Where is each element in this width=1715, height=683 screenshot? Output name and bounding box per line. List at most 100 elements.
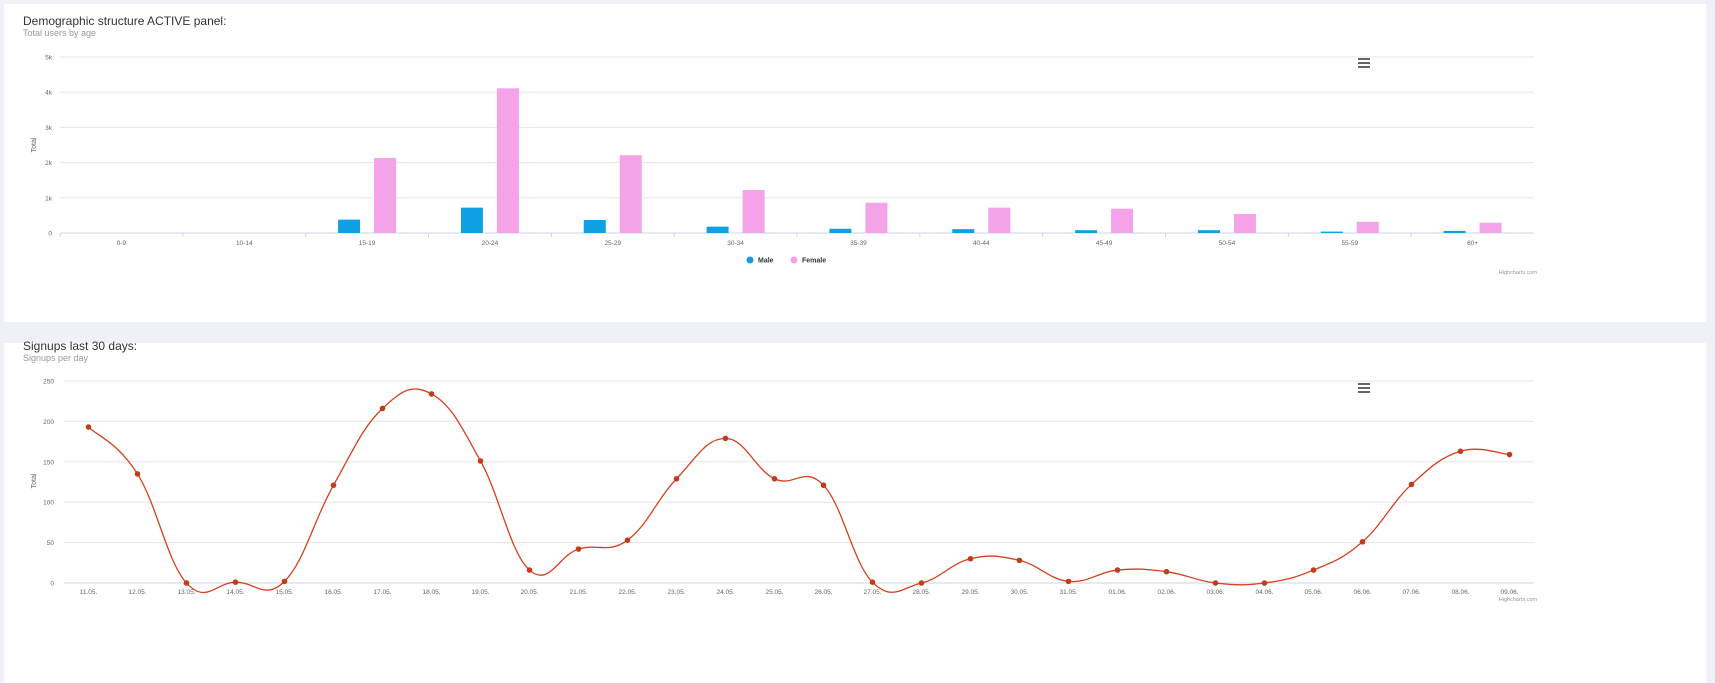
- bar-female: [865, 202, 888, 233]
- bar-male: [952, 229, 975, 233]
- x-tick-label: 26.05.: [814, 589, 832, 596]
- x-tick-label: 31.05.: [1059, 589, 1077, 596]
- data-point: [869, 579, 876, 585]
- x-tick-label: 16.05.: [324, 589, 342, 596]
- bar-male: [1197, 230, 1220, 233]
- x-tick-label: 18.05.: [422, 589, 440, 596]
- credits-label: Highcharts.com: [1499, 270, 1538, 276]
- bar-female: [619, 155, 642, 233]
- x-tick-label: 08.06.: [1451, 589, 1469, 596]
- data-point: [281, 578, 288, 585]
- bar-male: [829, 228, 852, 233]
- bar-male: [1075, 230, 1098, 233]
- data-point: [820, 482, 827, 489]
- x-tick-label: 27.05.: [863, 589, 881, 596]
- data-point: [1016, 557, 1023, 564]
- data-point: [1506, 451, 1513, 458]
- data-point: [1408, 481, 1415, 488]
- chart-subtitle: Signups per day: [23, 353, 89, 363]
- x-tick-label: 30-34: [727, 240, 744, 247]
- chart-menu-button[interactable]: [1356, 56, 1372, 70]
- data-point: [428, 391, 435, 397]
- x-tick-label: 25.05.: [765, 589, 783, 596]
- x-tick-label: 25-29: [604, 240, 621, 247]
- x-tick-label: 45-49: [1096, 240, 1113, 247]
- data-point: [575, 546, 582, 552]
- x-tick-label: 24.05.: [716, 589, 734, 596]
- age-bar-chart: 0 1k 2k 3k 4k 5k Total 0-9 10-14 15-19 20-24 25-29 3…: [31, 55, 1538, 277]
- x-tick-label: 05.06.: [1304, 589, 1322, 596]
- x-tick-label: 15-19: [359, 240, 376, 247]
- data-point: [1163, 568, 1170, 575]
- y-tick-label: 0: [48, 231, 52, 238]
- data-point: [1065, 578, 1072, 585]
- bar-male: [706, 226, 729, 233]
- hamburger-menu-icon: [1358, 58, 1370, 68]
- bar-male: [338, 219, 361, 233]
- x-tick-label: 09.06.: [1500, 589, 1518, 596]
- bar-female: [1111, 208, 1134, 233]
- bar-female: [1233, 213, 1256, 233]
- data-point: [85, 424, 92, 430]
- data-point: [722, 435, 729, 442]
- data-point: [1212, 580, 1219, 586]
- legend-marker: [790, 256, 798, 264]
- bar-male: [1320, 231, 1343, 233]
- signups-line-chart: 0 50 100 150 200 250 Total 11.05. 12.05. 13.05. 14…: [31, 379, 1538, 604]
- x-tick-label: 30.05.: [1010, 589, 1028, 596]
- x-tick-label: 10-14: [236, 240, 253, 247]
- x-tick-label: 23.05.: [667, 589, 685, 596]
- y-tick-label: 5k: [45, 55, 53, 62]
- x-tick-label: 50-54: [1219, 240, 1236, 247]
- x-tick-label: 20-24: [482, 240, 499, 247]
- x-tick-label: 13.05.: [177, 589, 195, 596]
- chart-title: Signups last 30 days:: [23, 339, 138, 353]
- y-tick-label: 200: [43, 419, 54, 426]
- y-tick-label: 4k: [45, 90, 53, 97]
- data-point: [1261, 580, 1268, 586]
- x-tick-label: 12.05.: [128, 589, 146, 596]
- x-tick-label: 02.06.: [1157, 589, 1175, 596]
- data-point: [477, 458, 484, 464]
- data-point: [967, 555, 974, 562]
- data-point: [379, 405, 386, 412]
- x-tick-label: 20.05.: [520, 589, 538, 596]
- data-point: [1359, 538, 1366, 545]
- y-axis-title: Total: [31, 137, 38, 152]
- y-tick-label: 250: [43, 379, 54, 386]
- x-tick-label: 19.05.: [471, 589, 489, 596]
- y-axis-title: Total: [31, 473, 38, 488]
- x-tick-label: 06.06.: [1353, 589, 1371, 596]
- x-tick-label: 04.06.: [1255, 589, 1273, 596]
- chart-title: Demographic structure ACTIVE panel:: [23, 14, 227, 28]
- legend-label: Female: [802, 258, 826, 265]
- data-point: [232, 579, 239, 585]
- data-point: [526, 567, 533, 573]
- x-tick-label: 15.05.: [275, 589, 293, 596]
- credits-label: Highcharts.com: [1499, 597, 1538, 603]
- data-point: [330, 482, 337, 489]
- bar-female: [496, 88, 519, 233]
- y-tick-label: 100: [43, 500, 54, 507]
- data-point: [771, 475, 778, 482]
- bar-female: [374, 158, 397, 233]
- data-point: [134, 471, 141, 477]
- series-line: [88, 388, 1510, 594]
- x-tick-label: 0-9: [117, 240, 127, 247]
- y-tick-label: 1k: [45, 195, 53, 202]
- x-tick-label: 21.05.: [569, 589, 587, 596]
- chart-menu-button[interactable]: [1356, 381, 1372, 395]
- y-tick-label: 0: [50, 581, 54, 588]
- data-point: [918, 580, 925, 586]
- data-point: [624, 537, 631, 543]
- x-tick-label: 11.05.: [80, 589, 98, 596]
- x-tick-label: 03.06.: [1206, 589, 1224, 596]
- x-tick-label: 40-44: [973, 240, 990, 247]
- x-tick-label: 17.05.: [373, 589, 391, 596]
- data-point: [673, 475, 680, 482]
- x-tick-label: 55-59: [1341, 240, 1358, 247]
- y-tick-label: 3k: [45, 125, 53, 132]
- hamburger-menu-icon: [1358, 383, 1370, 393]
- x-tick-label: 29.05.: [961, 589, 979, 596]
